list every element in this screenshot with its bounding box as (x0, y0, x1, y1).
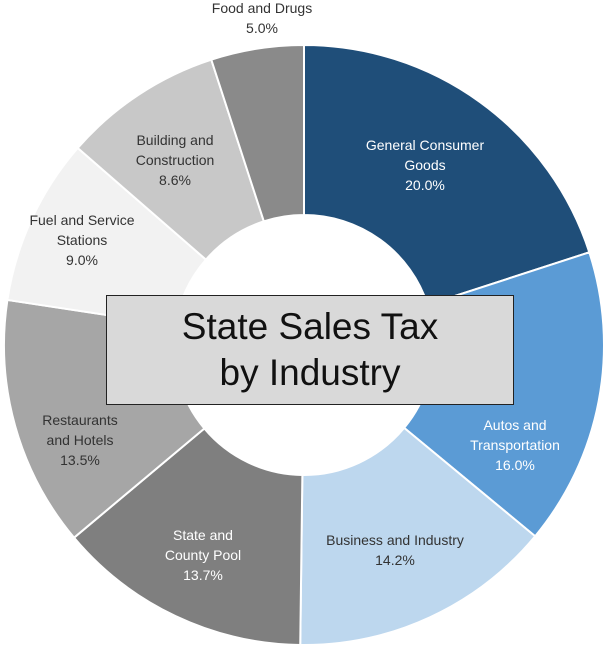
value-label: 16.0% (495, 457, 535, 473)
slice-label: Food and Drugs 5.0% (182, 0, 342, 38)
slice-label: State and County Pool 13.7% (153, 525, 253, 585)
category-label: Restaurants and Hotels (42, 412, 118, 448)
chart-title: State Sales Tax by Industry (106, 295, 514, 405)
slice-label: Building and Construction 8.6% (120, 130, 230, 190)
slice (72, 427, 304, 646)
category-label: Fuel and Service Stations (29, 212, 135, 248)
slice-label: Business and Industry 14.2% (305, 530, 485, 570)
category-label: Autos and Transportation (470, 417, 560, 453)
slice-label: Restaurants and Hotels 13.5% (33, 410, 128, 470)
value-label: 8.6% (159, 172, 191, 188)
value-label: 5.0% (246, 20, 278, 36)
slice (210, 43, 305, 223)
value-label: 20.0% (405, 177, 445, 193)
slice (299, 426, 537, 646)
value-label: 13.5% (60, 452, 100, 468)
value-label: 14.2% (375, 552, 415, 568)
value-label: 13.7% (183, 567, 223, 583)
slice-label: Autos and Transportation 16.0% (458, 415, 573, 475)
category-label: State and County Pool (164, 527, 242, 563)
slice (303, 43, 591, 307)
value-label: 9.0% (66, 252, 98, 268)
category-label: Food and Drugs (211, 0, 313, 16)
category-label: Building and Construction (135, 132, 215, 168)
slice-label: General Consumer Goods 20.0% (358, 135, 493, 195)
slice-label: Fuel and Service Stations 9.0% (26, 210, 138, 270)
category-label: General Consumer Goods (365, 137, 485, 173)
category-label: Business and Industry (326, 532, 464, 548)
